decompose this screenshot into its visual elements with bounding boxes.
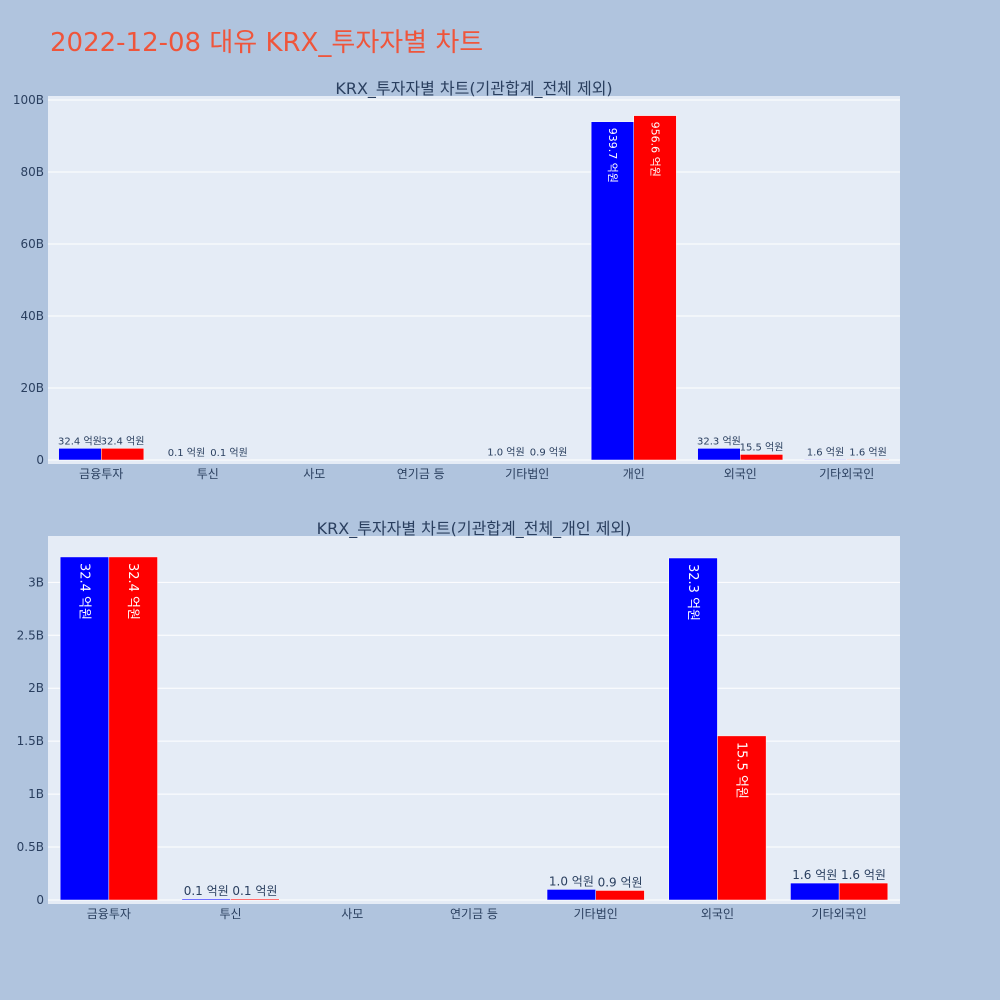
y-tick-label: 0 xyxy=(36,453,44,467)
chart-panel-2: 0 0.5B 1B 1.5B 2B 2.5B 3B KRX_투자자별 차트(기관합계_전체_개… xyxy=(17,519,900,921)
data-label: 32.4 억원 xyxy=(58,435,102,447)
bar-sell xyxy=(838,882,889,901)
y-tick-label: 40B xyxy=(20,309,44,323)
bar-buy xyxy=(58,448,102,461)
x-tick-label: 연기금 등 xyxy=(450,907,498,921)
bar-sell xyxy=(108,556,158,901)
data-label: 32.3 억원 xyxy=(697,435,741,447)
bar-sell xyxy=(717,735,767,901)
bar-buy xyxy=(790,882,840,901)
data-label: 15.5 억원 xyxy=(740,441,784,453)
bar-buy xyxy=(803,459,848,461)
x-tick-label: 외국인 xyxy=(701,907,734,921)
chart-panel-1: 0 20B 40B 60B 80B 100B KRX_투자자별 차트(기관합계_전체 제외)… xyxy=(13,79,900,481)
x-tick-label: 금융투자 xyxy=(79,467,123,481)
x-tick-label: 금융투자 xyxy=(87,907,131,921)
bar-sell xyxy=(846,459,890,461)
bar-buy xyxy=(546,889,596,901)
data-label: 0.1 억원 xyxy=(210,447,247,459)
x-tick-label: 연기금 등 xyxy=(397,467,445,481)
x-tick-label: 기타외국인 xyxy=(812,907,867,921)
y-tick-label: 2.5B xyxy=(17,628,44,642)
data-label: 1.6 억원 xyxy=(841,868,886,882)
y-tick-label: 80B xyxy=(20,165,44,179)
chart-subtitle: KRX_투자자별 차트(기관합계_전체 제외) xyxy=(335,79,612,99)
y-tick-label: 0.5B xyxy=(17,840,44,854)
bar-buy xyxy=(668,557,718,901)
data-label: 0.9 억원 xyxy=(598,875,643,889)
y-tick-label: 1B xyxy=(28,787,44,801)
plot-area xyxy=(48,96,900,464)
bar-sell xyxy=(230,898,280,901)
data-label: 15.5 억원 xyxy=(734,742,749,799)
bar-buy xyxy=(59,556,110,901)
bar-sell xyxy=(101,448,145,461)
data-label: 939.7 억원 xyxy=(606,128,619,183)
x-tick-label: 기타외국인 xyxy=(819,467,874,481)
data-label: 1.0 억원 xyxy=(549,874,594,888)
data-label: 1.6 억원 xyxy=(792,868,837,882)
data-label: 1.6 억원 xyxy=(849,446,886,458)
data-label: 32.4 억원 xyxy=(125,563,140,620)
x-tick-label: 기타법인 xyxy=(505,467,549,481)
chart-subtitle: KRX_투자자별 차트(기관합계_전체_개인 제외) xyxy=(317,519,632,539)
x-tick-label: 기타법인 xyxy=(574,907,618,921)
page-title: 2022-12-08 대유 KRX_투자자별 차트 xyxy=(50,28,484,58)
data-label: 1.0 억원 xyxy=(487,447,524,459)
bar-buy xyxy=(181,898,231,901)
x-tick-label: 사모 xyxy=(341,907,363,921)
bar-buy xyxy=(697,448,741,461)
data-label: 0.1 억원 xyxy=(168,447,205,459)
y-tick-label: 20B xyxy=(20,381,44,395)
data-label: 0.9 억원 xyxy=(530,447,567,459)
x-tick-label: 투신 xyxy=(197,467,219,481)
data-label: 32.3 억원 xyxy=(685,564,700,621)
y-tick-label: 100B xyxy=(13,93,44,107)
y-tick-label: 3B xyxy=(28,575,44,589)
y-tick-label: 60B xyxy=(20,237,44,251)
y-tick-label: 1.5B xyxy=(17,734,44,748)
bar-sell xyxy=(740,454,784,461)
bar-sell xyxy=(595,890,645,901)
x-tick-label: 개인 xyxy=(623,467,645,481)
data-label: 956.6 억원 xyxy=(649,122,662,177)
plot-area xyxy=(48,536,900,904)
x-tick-label: 투신 xyxy=(220,907,242,921)
data-label: 0.1 억원 xyxy=(184,884,229,898)
data-label: 1.6 억원 xyxy=(807,446,844,458)
data-label: 0.1 억원 xyxy=(232,884,277,898)
data-label: 32.4 억원 xyxy=(76,563,91,620)
bar-sell xyxy=(633,115,677,461)
x-tick-label: 외국인 xyxy=(724,467,757,481)
y-tick-label: 2B xyxy=(28,681,44,695)
data-label: 32.4 억원 xyxy=(101,435,145,447)
x-tick-label: 사모 xyxy=(303,467,325,481)
y-tick-label: 0 xyxy=(36,893,44,907)
